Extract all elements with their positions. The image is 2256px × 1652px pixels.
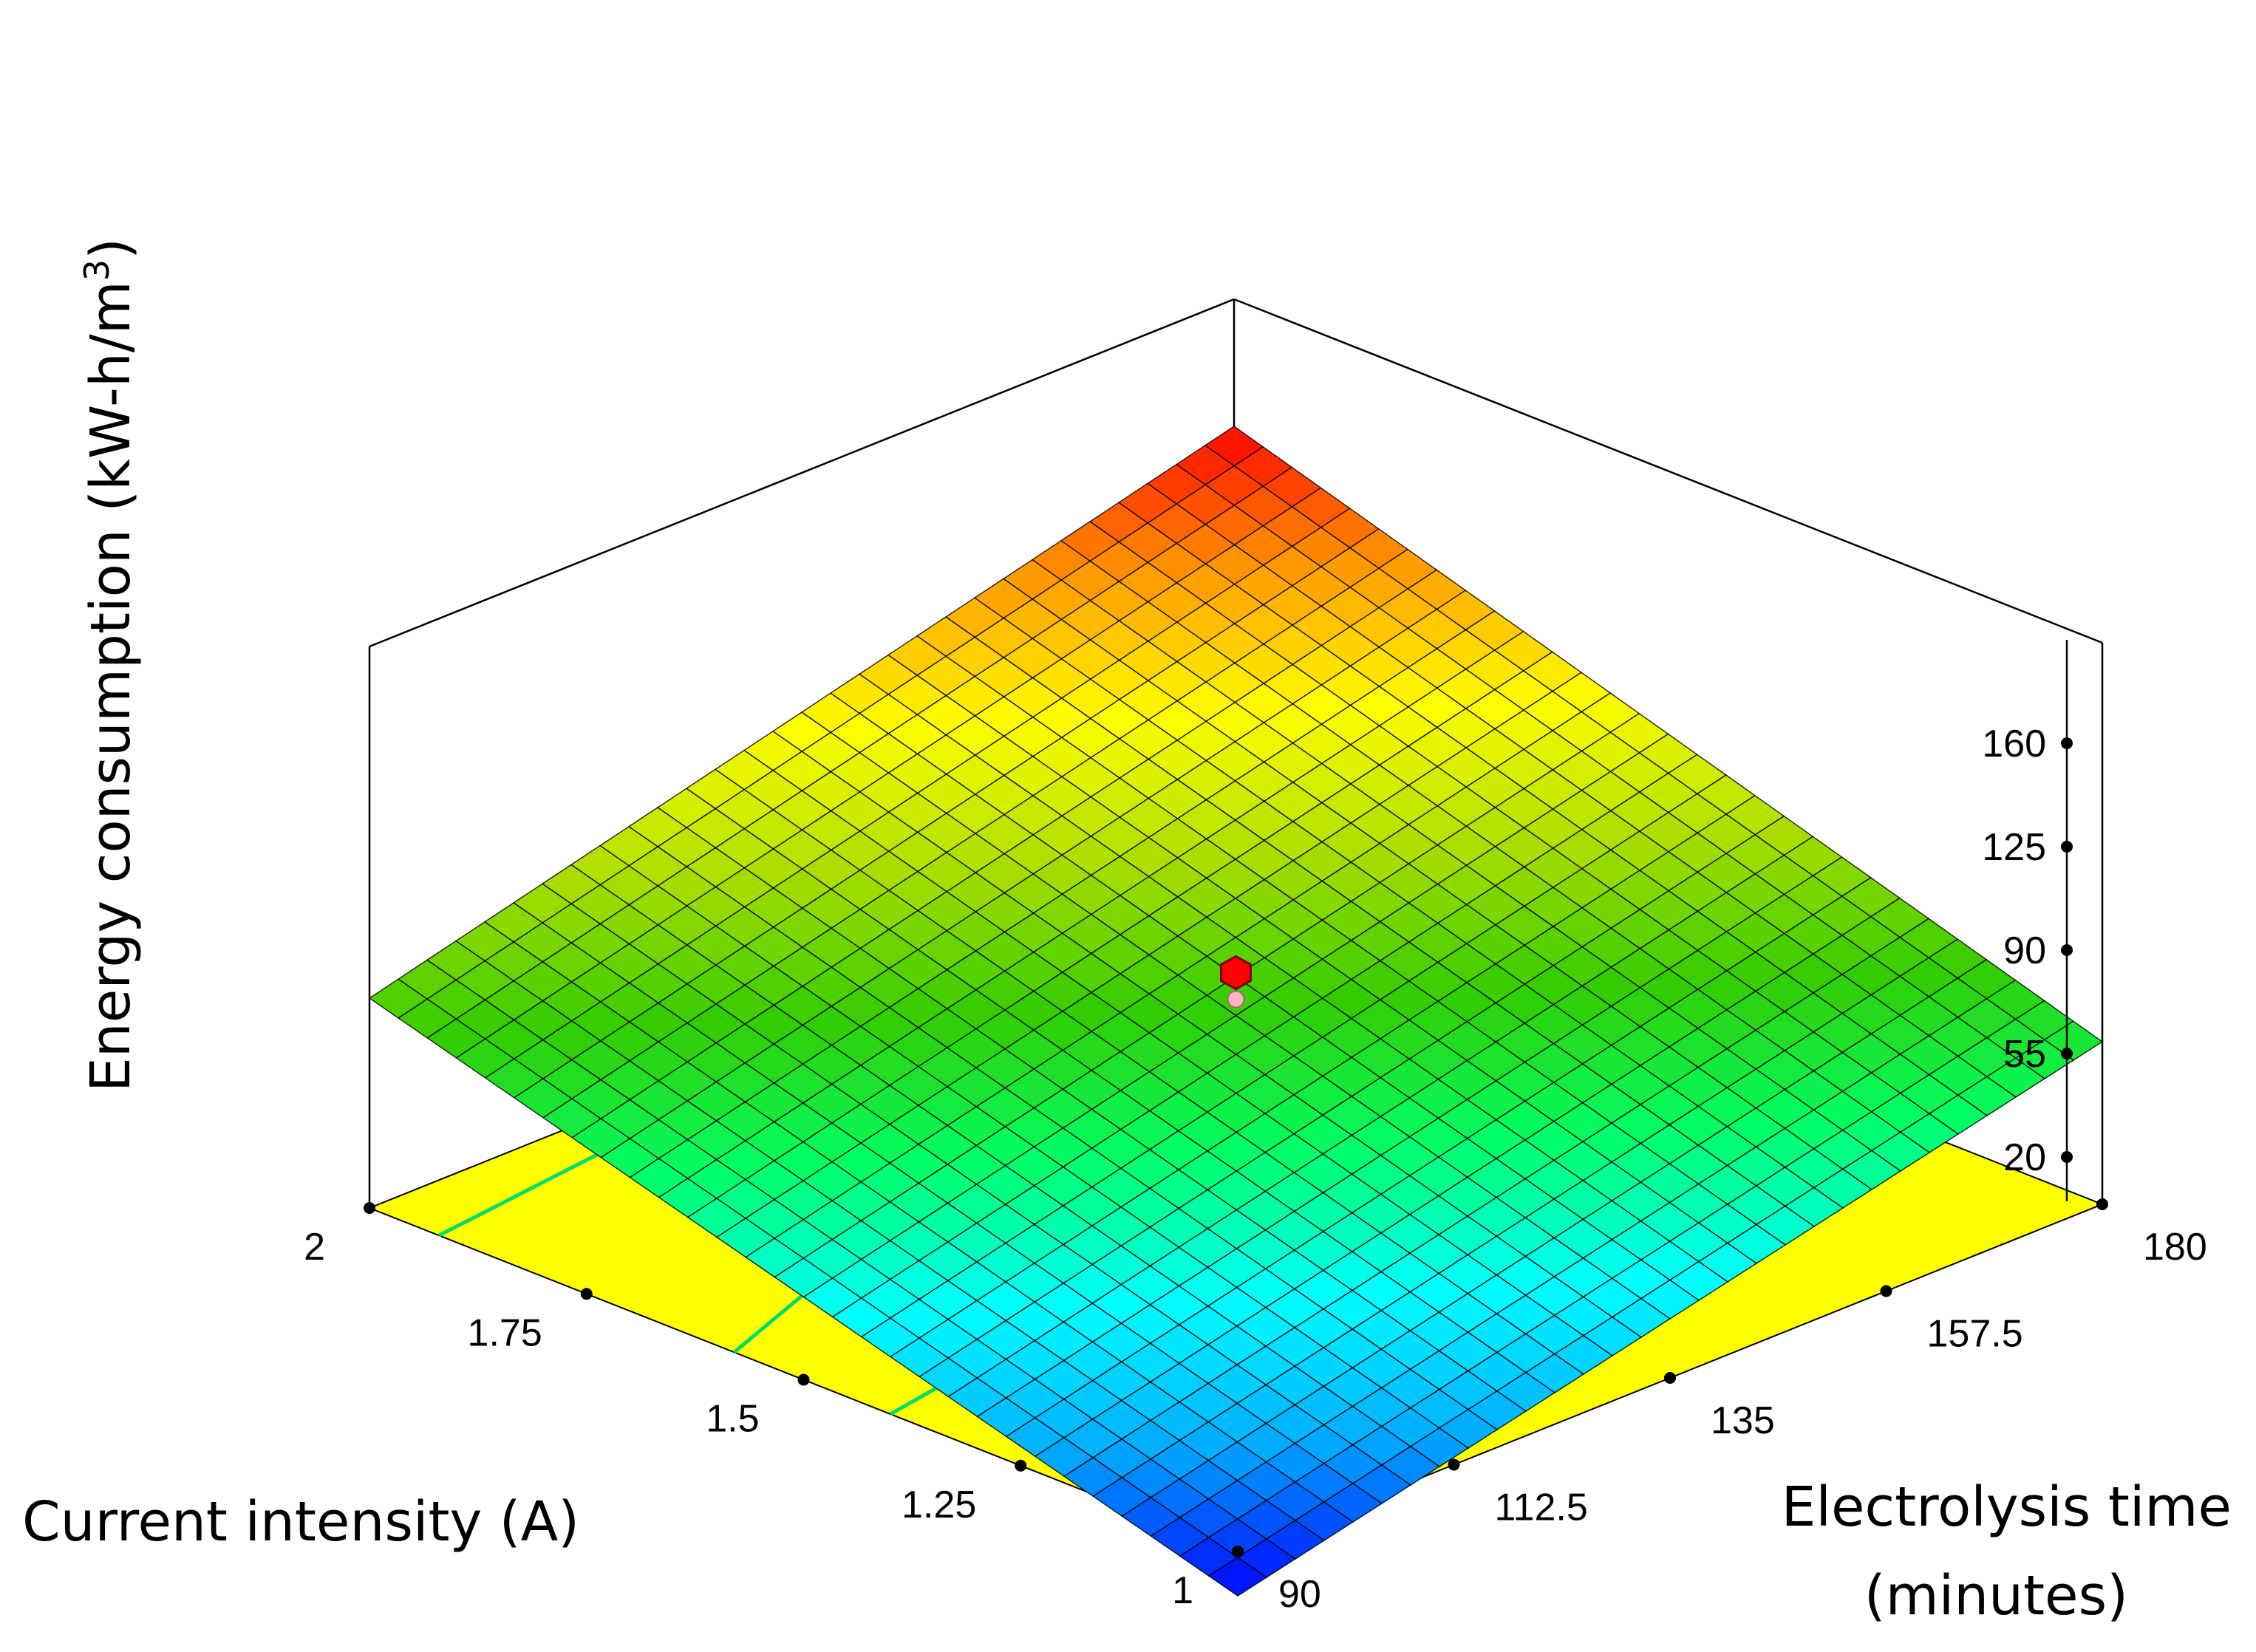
- z-tick-label: 20: [2003, 1136, 2046, 1179]
- x-tick-mark: [797, 1373, 810, 1386]
- x-tick-mark: [364, 1202, 375, 1214]
- design-point-projection: [1227, 990, 1245, 1008]
- surface-cell: [1207, 1557, 1268, 1597]
- y-tick-label: 180: [2143, 1226, 2207, 1269]
- z-axis-title-superscript: 3: [77, 259, 117, 281]
- x-tick-label: 1.25: [902, 1484, 976, 1526]
- design-point-layer: [1220, 955, 1252, 1008]
- y-axis-title-line1: Electrolysis time: [1782, 1475, 2232, 1539]
- z-tick-label: 125: [1982, 826, 2046, 869]
- z-axis-title-main: Energy consumption (kW-h/m: [79, 281, 143, 1092]
- y-tick-mark: [1880, 1285, 1892, 1297]
- y-tick-mark: [1664, 1372, 1676, 1384]
- z-axis-title: Energy consumption (kW-h/m3): [77, 238, 143, 1092]
- y-tick-label: 157.5: [1927, 1313, 2023, 1356]
- y-tick-label: 135: [1711, 1399, 1775, 1442]
- design-point-marker: [1220, 955, 1252, 991]
- x-tick-label: 1: [1172, 1569, 1193, 1612]
- x-tick-label: 1.5: [706, 1398, 759, 1441]
- axis-ticks-layer: 20 55 90 125 160 1 1.25 1.5 1.75 2 90 112.5 135 157.5…: [304, 640, 2207, 1616]
- x-tick-label: 1.75: [468, 1311, 542, 1354]
- x-tick-mark: [1015, 1459, 1027, 1472]
- y-tick-mark: [2096, 1198, 2108, 1210]
- axis-box-edge: [1233, 298, 2103, 644]
- y-tick-label: 112.5: [1495, 1487, 1588, 1529]
- z-tick-label: 160: [1982, 723, 2046, 765]
- response-surface: [368, 426, 2104, 1597]
- z-tick-label: 90: [2003, 929, 2046, 972]
- y-axis-title-line2: (minutes): [1864, 1564, 2128, 1628]
- z-tick-label: 55: [2003, 1033, 2046, 1076]
- y-tick-mark: [1232, 1546, 1244, 1557]
- axis-box-edge: [369, 298, 1235, 648]
- x-axis-title: Current intensity (A): [22, 1490, 579, 1554]
- x-tick-mark: [580, 1288, 593, 1300]
- y-tick-mark: [1448, 1458, 1460, 1471]
- z-axis-title-close: ): [79, 238, 143, 259]
- y-tick-label: 90: [1278, 1573, 1321, 1616]
- x-tick-label: 2: [304, 1226, 325, 1269]
